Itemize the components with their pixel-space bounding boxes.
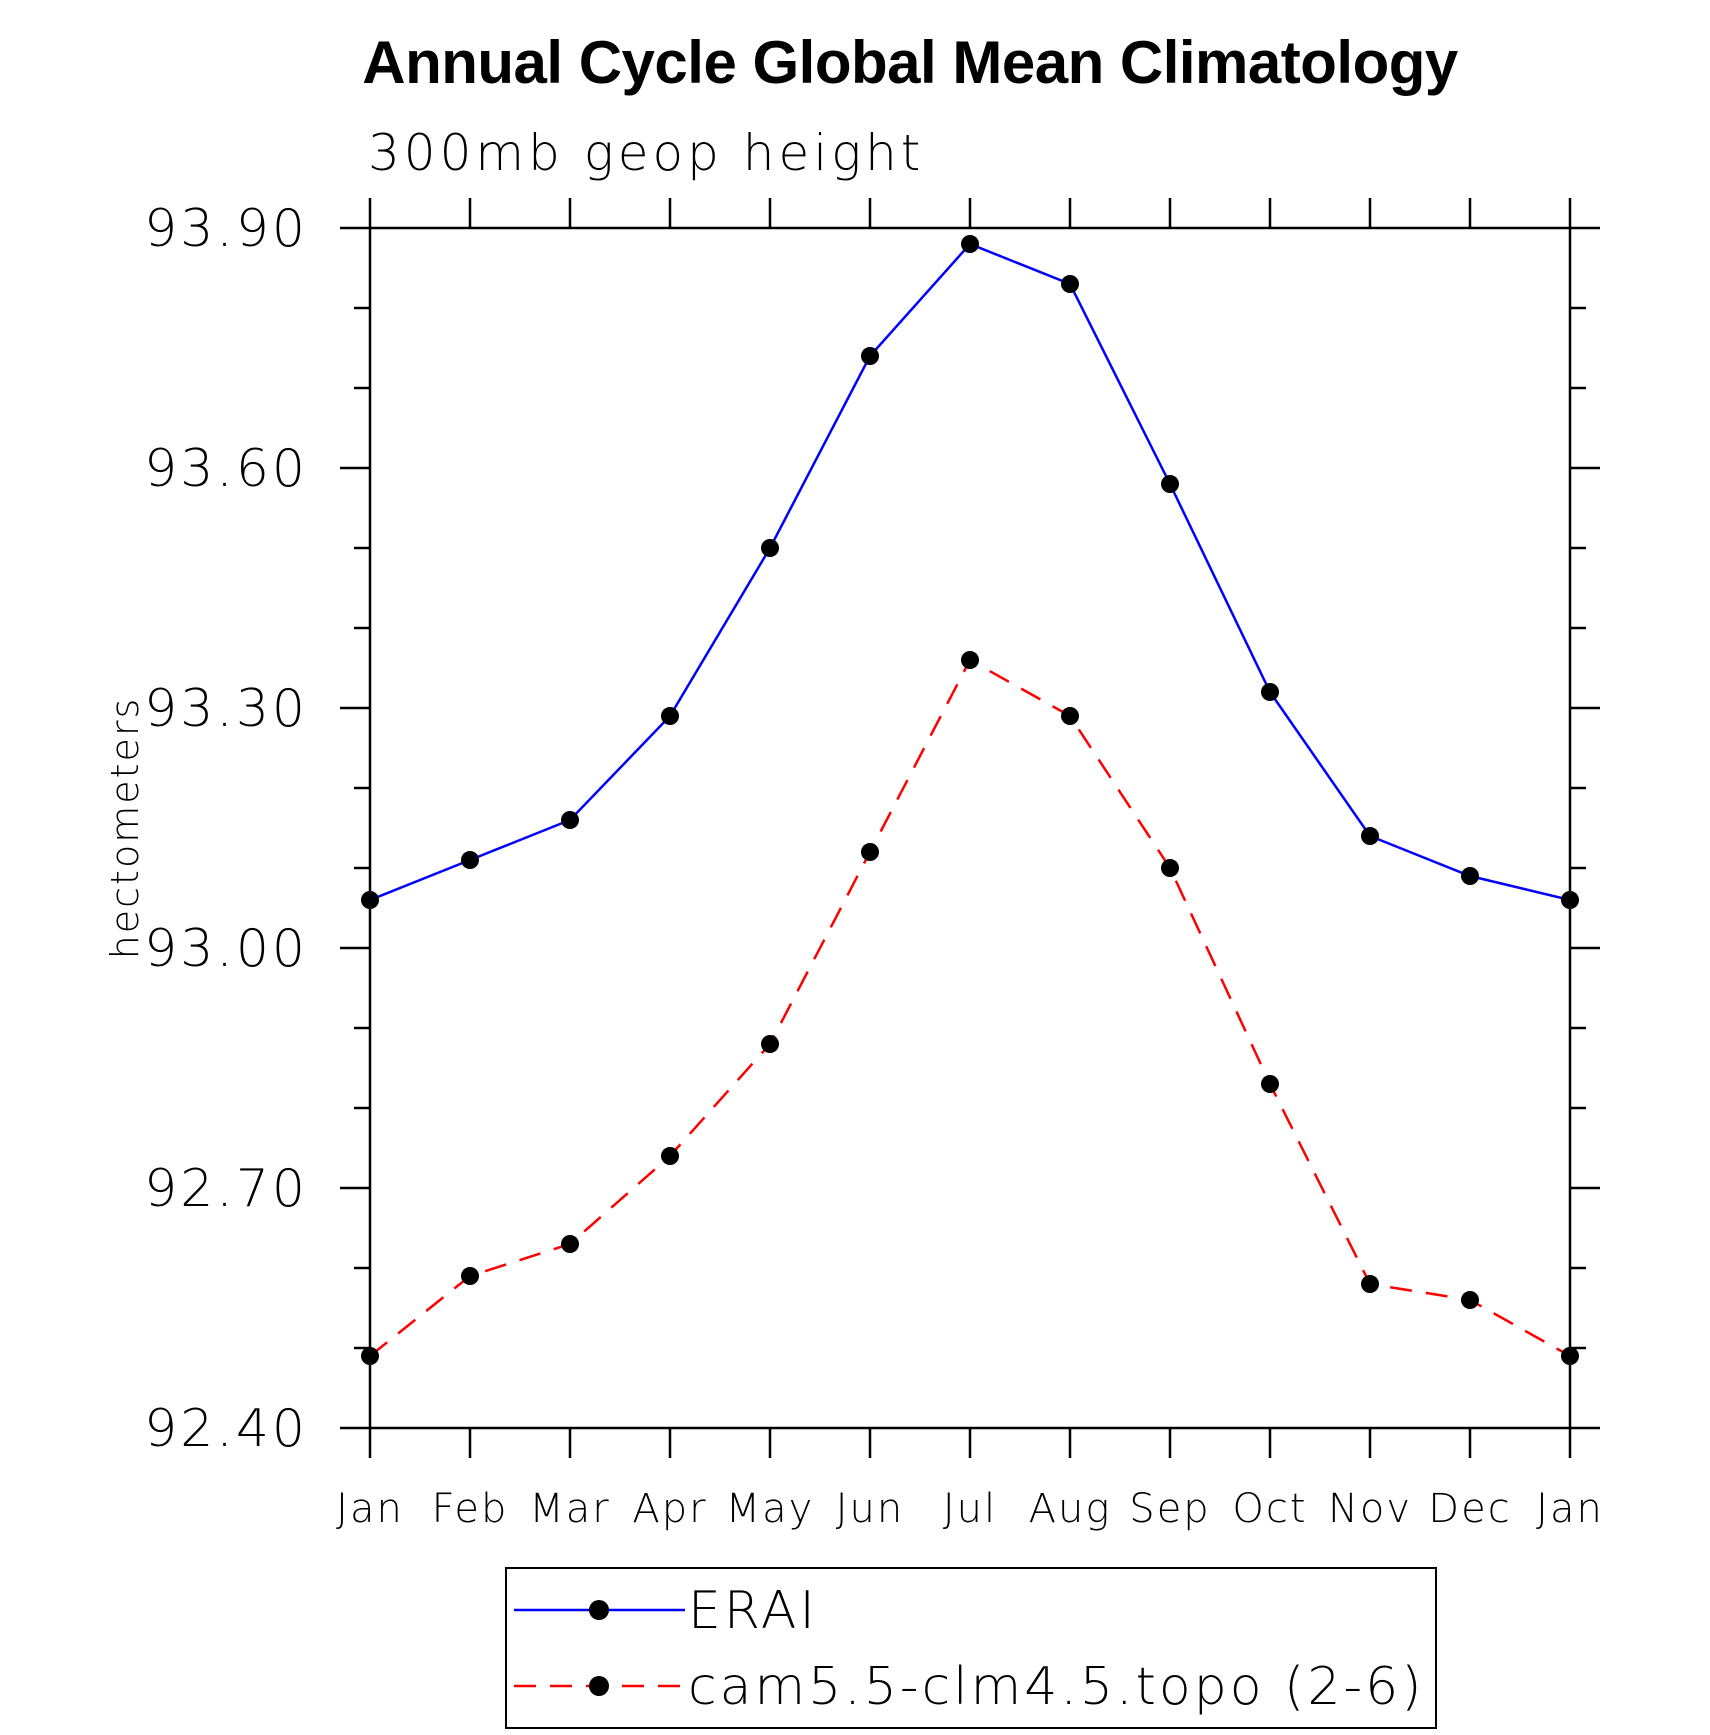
- x-tick-label: Feb: [432, 1486, 509, 1532]
- series-layer: [361, 235, 1579, 1365]
- data-point: [1361, 827, 1379, 845]
- y-tick-label: 93.00: [144, 919, 308, 979]
- data-point: [461, 1267, 479, 1285]
- data-point: [861, 347, 879, 365]
- data-point: [1261, 1075, 1279, 1093]
- legend-label: ERAI: [688, 1581, 818, 1641]
- legend-box: [505, 1567, 1437, 1729]
- x-tick-label: Jan: [1536, 1486, 1604, 1532]
- data-point: [761, 1035, 779, 1053]
- y-axis-label: hectometers: [103, 697, 147, 960]
- data-point: [1061, 707, 1079, 725]
- legend-marker: [589, 1600, 609, 1620]
- legend-layer: ERAI cam5.5-clm4.5.topo (2-6): [505, 1567, 1437, 1729]
- chart-title: Annual Cycle Global Mean Climatology: [362, 29, 1458, 96]
- axes-layer: Jan Feb Mar Apr May Jun Jul Aug Sep Oct Nov Dec Jan 9…: [103, 198, 1604, 1532]
- data-point: [561, 811, 579, 829]
- y-tick-label: 93.60: [144, 439, 308, 499]
- y-tick-label: 92.70: [144, 1159, 308, 1219]
- x-tick-label: Jul: [943, 1486, 997, 1532]
- x-tick-label: Aug: [1029, 1486, 1112, 1532]
- data-point: [1561, 1347, 1579, 1365]
- data-point: [761, 539, 779, 557]
- data-point: [1261, 683, 1279, 701]
- data-point: [961, 235, 979, 253]
- chart-subtitle: 300mb geop height: [368, 124, 925, 182]
- x-tick-label: Jun: [836, 1486, 905, 1532]
- data-point: [361, 891, 379, 909]
- x-tick-label: Sep: [1129, 1486, 1210, 1532]
- series-line-0: [369, 242, 1571, 902]
- data-point: [361, 1347, 379, 1365]
- x-tick-label: May: [726, 1486, 815, 1532]
- data-point: [1161, 859, 1179, 877]
- data-point: [1161, 475, 1179, 493]
- x-tick-label: Oct: [1232, 1486, 1307, 1532]
- legend-marker: [589, 1676, 609, 1696]
- data-point: [461, 851, 479, 869]
- data-point: [661, 707, 679, 725]
- x-tick-label: Nov: [1328, 1486, 1412, 1532]
- y-tick-label: 93.30: [144, 679, 308, 739]
- data-point: [661, 1147, 679, 1165]
- data-point: [1561, 891, 1579, 909]
- x-tick-label: Mar: [529, 1486, 610, 1532]
- data-point: [961, 651, 979, 669]
- legend-label: cam5.5-clm4.5.topo (2-6): [688, 1657, 1425, 1717]
- data-point: [1061, 275, 1079, 293]
- data-point: [861, 843, 879, 861]
- series-line-1: [369, 658, 1571, 1358]
- y-tick-label: 93.90: [144, 199, 308, 259]
- data-point: [1461, 1291, 1479, 1309]
- data-point: [1361, 1275, 1379, 1293]
- data-point: [1461, 867, 1479, 885]
- x-tick-label: Apr: [632, 1486, 707, 1532]
- data-point: [561, 1235, 579, 1253]
- y-tick-label: 92.40: [144, 1399, 308, 1459]
- x-tick-label: Jan: [336, 1486, 404, 1532]
- x-tick-label: Dec: [1428, 1486, 1511, 1532]
